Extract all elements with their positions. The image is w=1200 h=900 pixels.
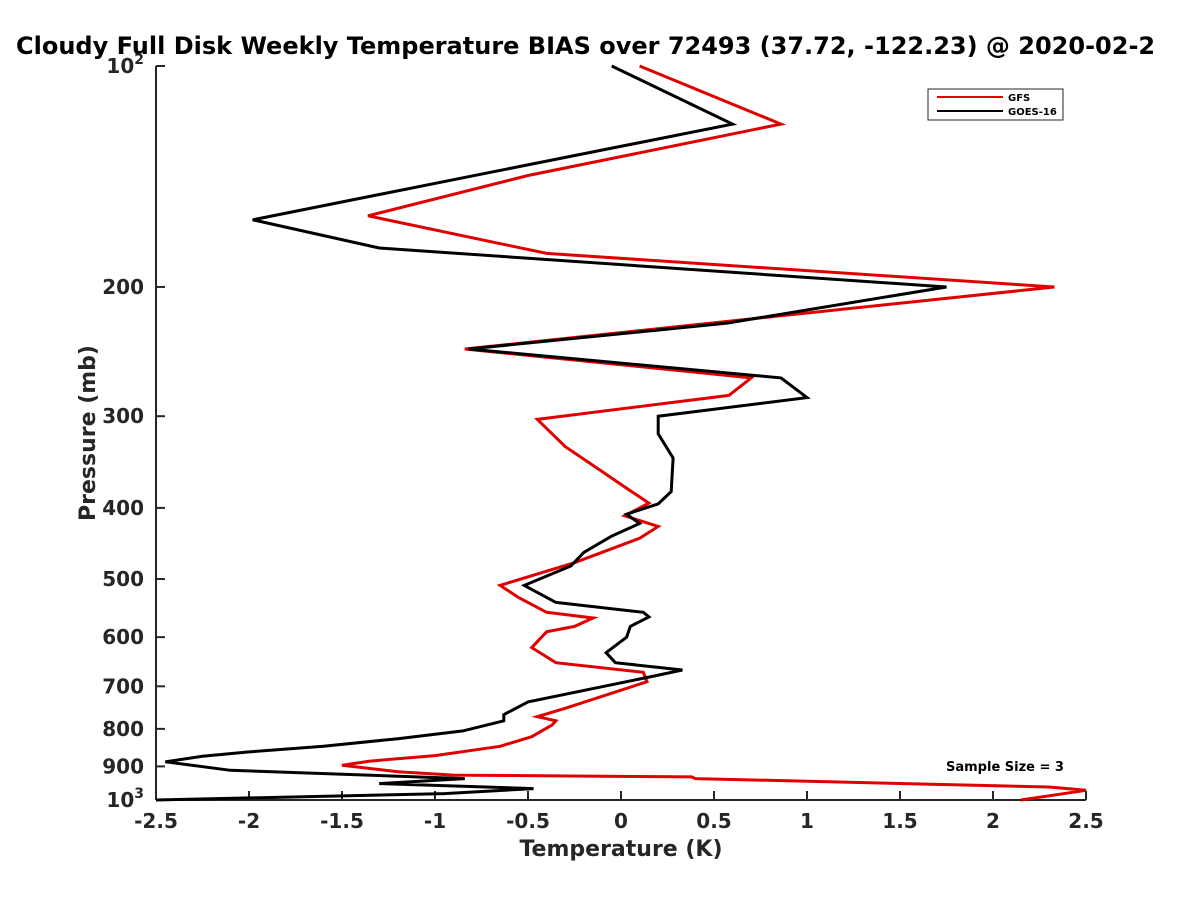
y-axis: 102 200 300 400 500 600 700 800 900 103 xyxy=(102,52,165,812)
y-tick-label: 600 xyxy=(102,625,144,649)
y-tick-label: 500 xyxy=(102,567,144,591)
legend-label-goes16: GOES-16 xyxy=(1008,107,1057,118)
x-tick-label: -0.5 xyxy=(506,809,550,833)
x-tick-label: 1.5 xyxy=(882,809,917,833)
y-tick-label: 103 xyxy=(106,786,144,812)
legend-label-gfs: GFS xyxy=(1008,93,1030,104)
x-tick-label: -2.5 xyxy=(134,809,178,833)
x-tick-label: -1.5 xyxy=(320,809,364,833)
y-tick-label: 700 xyxy=(102,674,144,698)
y-tick-label: 300 xyxy=(102,404,144,428)
y-tick-label: 400 xyxy=(102,496,144,520)
sample-size-annotation: Sample Size = 3 xyxy=(946,760,1064,775)
y-tick-label: 900 xyxy=(102,754,144,778)
y-tick-label: 800 xyxy=(102,717,144,741)
x-tick-label: 0.5 xyxy=(696,809,731,833)
series-line-goes16 xyxy=(155,64,947,802)
y-axis-label: Pressure (mb) xyxy=(76,345,101,521)
x-tick-label: -1 xyxy=(424,809,446,833)
x-tick-label: 1 xyxy=(800,809,814,833)
chart-title: Cloudy Full Disk Weekly Temperature BIAS… xyxy=(16,32,1155,60)
y-tick-label: 102 xyxy=(106,52,144,78)
x-axis: -2.5 -2 -1.5 -1 -0.5 0 0.5 1 1.5 2 2.5 xyxy=(134,791,1104,833)
x-tick-label: 2 xyxy=(986,809,1000,833)
x-tick-label: 0 xyxy=(614,809,628,833)
y-tick-label: 200 xyxy=(102,275,144,299)
legend-box xyxy=(927,88,1064,121)
x-tick-label: -2 xyxy=(238,809,260,833)
series-layer xyxy=(155,64,1087,802)
x-axis-label: Temperature (K) xyxy=(519,837,722,862)
series-line-gfs xyxy=(341,64,1087,802)
legend: GFS GOES-16 xyxy=(927,88,1064,121)
x-tick-label: 2.5 xyxy=(1068,809,1103,833)
